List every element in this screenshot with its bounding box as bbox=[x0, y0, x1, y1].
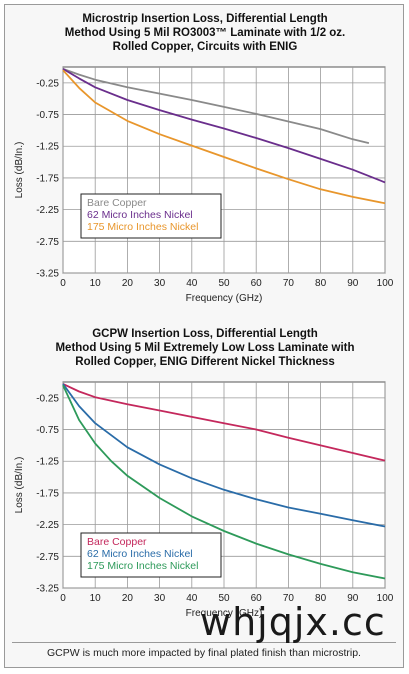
y-axis-label: Loss (dB/In.) bbox=[14, 142, 25, 199]
charts-svg: Microstrip Insertion Loss, Differential … bbox=[14, 13, 394, 619]
series-line-1 bbox=[62, 383, 386, 462]
chart-title-line: Rolled Copper, ENIG Different Nickel Thi… bbox=[75, 356, 334, 368]
y-tick-label: -3.25 bbox=[36, 584, 59, 595]
y-tick-label: -1.75 bbox=[36, 488, 59, 499]
chart-title-line: GCPW Insertion Loss, Differential Length bbox=[92, 328, 318, 340]
chart-title-line: Microstrip Insertion Loss, Differential … bbox=[82, 13, 327, 25]
y-axis-label: Loss (dB/In.) bbox=[14, 457, 25, 514]
legend-box bbox=[80, 532, 222, 578]
x-tick-label: 30 bbox=[154, 593, 166, 604]
series-line-2 bbox=[62, 383, 386, 528]
y-tick-label: -0.75 bbox=[36, 425, 59, 436]
legend-box bbox=[80, 193, 222, 239]
y-tick-label: -2.25 bbox=[36, 205, 59, 216]
y-tick-label: -1.25 bbox=[36, 142, 59, 153]
series-line-2 bbox=[62, 68, 386, 184]
y-tick-label: -0.25 bbox=[36, 393, 59, 404]
x-tick-label: 90 bbox=[347, 278, 359, 289]
y-tick-label: -2.75 bbox=[36, 552, 59, 563]
y-tick-label: -3.25 bbox=[36, 269, 59, 280]
x-axis-label: Frequency (GHz) bbox=[186, 293, 263, 304]
legend-entry: 62 Micro Inches Nickel bbox=[87, 548, 193, 560]
x-tick-label: 0 bbox=[60, 278, 66, 289]
chart-2: GCPW Insertion Loss, Differential Length… bbox=[14, 328, 394, 619]
y-tick-label: -2.25 bbox=[36, 520, 59, 531]
x-tick-label: 60 bbox=[251, 593, 263, 604]
legend-entry: Bare Copper bbox=[87, 536, 147, 548]
y-tick-label: -0.75 bbox=[36, 110, 59, 121]
y-tick-label: -2.75 bbox=[36, 237, 59, 248]
x-tick-label: 70 bbox=[283, 278, 295, 289]
chart-title-line: Method Using 5 Mil Extremely Low Loss La… bbox=[55, 342, 354, 354]
x-axis-label: Frequency (GHz) bbox=[186, 608, 263, 619]
series-line-3 bbox=[62, 384, 386, 580]
x-tick-label: 100 bbox=[377, 278, 394, 289]
y-tick-label: -1.25 bbox=[36, 457, 59, 468]
x-tick-label: 50 bbox=[218, 593, 230, 604]
legend-entry: 175 Micro Inches Nickel bbox=[87, 560, 198, 572]
x-tick-label: 60 bbox=[251, 278, 263, 289]
x-tick-label: 50 bbox=[218, 278, 230, 289]
y-tick-label: -1.75 bbox=[36, 173, 59, 184]
x-tick-label: 30 bbox=[154, 278, 166, 289]
y-tick-label: -0.25 bbox=[36, 78, 59, 89]
legend-entry: Bare Copper bbox=[87, 197, 147, 209]
x-tick-label: 100 bbox=[377, 593, 394, 604]
legend-entry: 175 Micro Inches Nickel bbox=[87, 221, 198, 233]
x-tick-label: 0 bbox=[60, 593, 66, 604]
x-tick-label: 20 bbox=[122, 278, 134, 289]
legend-entry: 62 Micro Inches Nickel bbox=[87, 209, 193, 221]
x-tick-label: 10 bbox=[90, 593, 102, 604]
chart-title-line: Rolled Copper, Circuits with ENIG bbox=[113, 41, 298, 53]
x-tick-label: 40 bbox=[186, 593, 198, 604]
x-tick-label: 80 bbox=[315, 278, 327, 289]
figure-caption: GCPW is much more impacted by final plat… bbox=[12, 642, 396, 659]
x-tick-label: 90 bbox=[347, 593, 359, 604]
x-tick-label: 10 bbox=[90, 278, 102, 289]
x-tick-label: 40 bbox=[186, 278, 198, 289]
chart-title-line: Method Using 5 Mil RO3003™ Laminate with… bbox=[65, 27, 346, 39]
series-line-1 bbox=[62, 68, 370, 144]
figure-panel: Microstrip Insertion Loss, Differential … bbox=[4, 4, 404, 668]
series-line-3 bbox=[62, 69, 386, 205]
x-tick-label: 20 bbox=[122, 593, 134, 604]
x-tick-label: 80 bbox=[315, 593, 327, 604]
chart-1: Microstrip Insertion Loss, Differential … bbox=[14, 13, 394, 304]
x-tick-label: 70 bbox=[283, 593, 295, 604]
watermark: whjqjx.cc bbox=[200, 600, 386, 644]
